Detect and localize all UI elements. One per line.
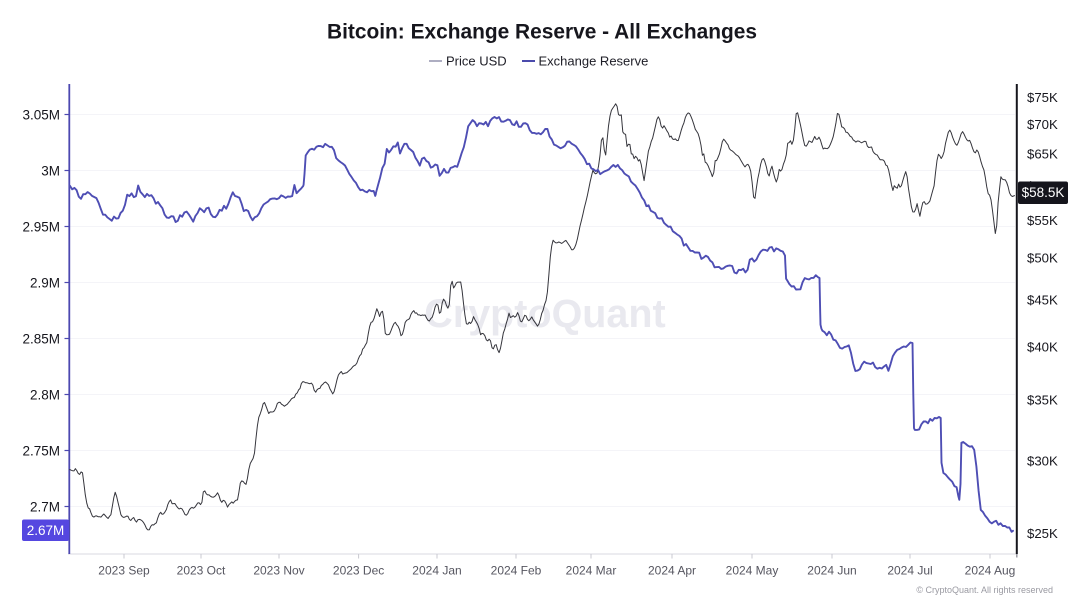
svg-text:Exchange Reserve: Exchange Reserve [539, 54, 649, 69]
svg-text:2024 Feb: 2024 Feb [491, 564, 542, 578]
svg-text:$30K: $30K [1027, 454, 1058, 469]
svg-text:2024 Jan: 2024 Jan [412, 564, 461, 578]
svg-text:$65K: $65K [1027, 147, 1058, 162]
svg-text:2024 Apr: 2024 Apr [648, 564, 696, 578]
svg-text:2.85M: 2.85M [22, 331, 60, 346]
svg-text:2024 Mar: 2024 Mar [566, 564, 617, 578]
svg-text:2023 Dec: 2023 Dec [333, 564, 384, 578]
svg-text:2.67M: 2.67M [27, 523, 65, 538]
svg-text:2024 May: 2024 May [726, 564, 779, 578]
svg-text:Price USD: Price USD [446, 54, 507, 69]
svg-text:2.8M: 2.8M [30, 387, 60, 402]
svg-text:2.75M: 2.75M [22, 443, 60, 458]
svg-text:$75K: $75K [1027, 90, 1058, 105]
svg-text:$58.5K: $58.5K [1022, 185, 1065, 200]
svg-text:2024 Aug: 2024 Aug [965, 564, 1016, 578]
svg-text:$40K: $40K [1027, 339, 1058, 354]
svg-text:2024 Jun: 2024 Jun [807, 564, 856, 578]
svg-text:3.05M: 3.05M [22, 107, 60, 122]
svg-text:3M: 3M [41, 163, 60, 178]
svg-text:2023 Oct: 2023 Oct [177, 564, 226, 578]
svg-text:CryptoQuant: CryptoQuant [424, 292, 665, 336]
svg-text:$50K: $50K [1027, 251, 1058, 266]
svg-text:$70K: $70K [1027, 117, 1058, 132]
svg-text:$55K: $55K [1027, 213, 1058, 228]
svg-text:2024 Jul: 2024 Jul [887, 564, 932, 578]
svg-text:$25K: $25K [1027, 526, 1058, 541]
svg-text:$45K: $45K [1027, 293, 1058, 308]
svg-text:© CryptoQuant. All rights rese: © CryptoQuant. All rights reserved [916, 585, 1053, 595]
svg-text:2.7M: 2.7M [30, 499, 60, 514]
svg-text:$35K: $35K [1027, 392, 1058, 407]
svg-text:2.95M: 2.95M [22, 219, 60, 234]
svg-text:2023 Nov: 2023 Nov [253, 564, 304, 578]
svg-text:2023 Sep: 2023 Sep [98, 564, 150, 578]
svg-text:Bitcoin: Exchange Reserve - Al: Bitcoin: Exchange Reserve - All Exchange… [327, 21, 757, 44]
svg-text:2.9M: 2.9M [30, 275, 60, 290]
